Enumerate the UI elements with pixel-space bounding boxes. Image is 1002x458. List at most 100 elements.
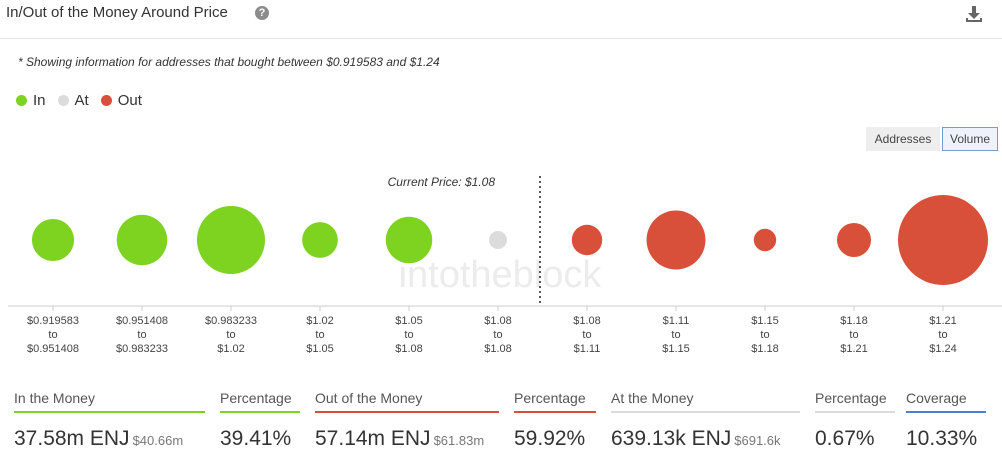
stat-0: In the Money 37.58m ENJ $40.66m (14, 388, 205, 451)
bubble-out-8[interactable] (753, 228, 777, 252)
stat-usd-value: $691.6k (734, 433, 781, 448)
stat-underline (220, 411, 300, 413)
bubble-out-9[interactable] (836, 222, 872, 258)
stat-label: At the Money (611, 390, 694, 406)
stat-main-value: 37.58m ENJ (14, 427, 130, 450)
x-tick-label-8-2: $1.18 (751, 343, 779, 355)
stat-label: Percentage (220, 390, 292, 406)
stat-value: 57.14m ENJ $61.83m (315, 427, 499, 451)
legend: In At Out (16, 92, 154, 109)
x-tick-label-5-0: $1.08 (484, 315, 512, 327)
x-tick-label-9-0: $1.18 (840, 315, 868, 327)
legend-item-in[interactable]: In (16, 92, 46, 109)
stat-main-value: 57.14m ENJ (315, 427, 431, 450)
question-circle-icon[interactable]: ? (255, 6, 269, 20)
bubble-in-0[interactable] (31, 218, 75, 262)
stat-label: Coverage (906, 390, 967, 406)
stat-value: 59.92% (514, 427, 596, 451)
x-tick-label-7-2: $1.15 (662, 343, 690, 355)
x-tick-label-0-0: $0.919583 (27, 315, 79, 327)
stat-main-value: 0.67% (815, 427, 875, 450)
watermark-text: intotheblock (399, 254, 603, 296)
chart-title: In/Out of the Money Around Price (6, 4, 228, 21)
x-tick-label-4-1: to (404, 329, 413, 341)
stat-main-value: 59.92% (514, 427, 586, 450)
stat-underline (315, 411, 499, 413)
x-tick-label-3-1: to (315, 329, 324, 341)
bubble-out-7[interactable] (646, 210, 706, 270)
x-tick-label-1-0: $0.951408 (116, 315, 168, 327)
stat-1: Percentage 39.41% (220, 388, 300, 451)
range-note: * Showing information for addresses that… (18, 55, 440, 69)
legend-label-out: Out (117, 92, 142, 109)
stat-usd-value: $61.83m (433, 433, 485, 448)
stat-main-value: 39.41% (220, 427, 292, 450)
bubble-chart: intotheblock Current Price: $1.08 $0.91958… (8, 175, 1002, 355)
stat-usd-value: $40.66m (132, 433, 184, 448)
x-tick-label-8-1: to (760, 329, 769, 341)
x-tick-label-6-0: $1.08 (573, 315, 601, 327)
x-tick-label-5-1: to (493, 329, 502, 341)
x-tick-label-5-2: $1.08 (484, 343, 512, 355)
stat-value: 0.67% (815, 427, 895, 451)
x-tick-label-9-2: $1.21 (840, 343, 868, 355)
stat-2: Out of the Money 57.14m ENJ $61.83m (315, 388, 499, 451)
stat-underline (611, 411, 800, 413)
stat-underline (514, 411, 596, 413)
stat-main-value: 639.13k ENJ (611, 427, 732, 450)
x-tick-label-0-1: to (48, 329, 57, 341)
bubble-in-2[interactable] (196, 205, 266, 275)
x-tick-label-3-2: $1.05 (306, 343, 334, 355)
x-tick-label-2-0: $0.983233 (205, 315, 257, 327)
chart-header: In/Out of the Money Around Price ? (0, 0, 1002, 39)
x-tick-label-10-1: to (938, 329, 947, 341)
legend-dot-at (57, 95, 69, 106)
x-tick-label-6-2: $1.11 (574, 343, 601, 355)
stat-label: Percentage (514, 390, 586, 406)
stat-main-value: 10.33% (906, 427, 978, 450)
legend-dot-in (16, 95, 27, 106)
x-tick-label-8-0: $1.15 (751, 315, 779, 327)
volume-toggle-button[interactable]: Volume (942, 127, 998, 151)
stat-underline (815, 411, 895, 413)
stat-value: 639.13k ENJ $691.6k (611, 427, 800, 451)
legend-item-out[interactable]: Out (100, 92, 142, 109)
stat-5: Percentage 0.67% (815, 388, 895, 451)
stat-label: Percentage (815, 390, 887, 406)
bubble-in-4[interactable] (385, 216, 433, 264)
x-tick-label-9-1: to (849, 329, 858, 341)
x-tick-label-4-2: $1.08 (395, 343, 423, 355)
bubble-in-3[interactable] (302, 222, 338, 258)
x-tick-label-4-0: $1.05 (395, 315, 423, 327)
stat-value: 10.33% (906, 427, 986, 451)
legend-item-at[interactable]: At (57, 92, 89, 109)
stat-6: Coverage 10.33% (906, 388, 986, 451)
x-tick-label-10-2: $1.24 (929, 343, 957, 355)
bubble-out-6[interactable] (571, 224, 603, 256)
stat-value: 37.58m ENJ $40.66m (14, 427, 205, 451)
addresses-toggle-button[interactable]: Addresses (866, 127, 940, 151)
summary-stats: In the Money 37.58m ENJ $40.66m Percentage 3… (0, 388, 1002, 458)
bubble-out-10[interactable] (898, 195, 988, 285)
x-tick-label-2-2: $1.02 (217, 343, 245, 355)
x-tick-label-6-1: to (582, 329, 591, 341)
current-price-label: Current Price: $1.08 (388, 175, 496, 189)
legend-label-in: In (33, 92, 46, 109)
stat-4: At the Money 639.13k ENJ $691.6k (611, 388, 800, 451)
x-tick-label-0-2: $0.951408 (27, 343, 79, 355)
stat-underline (906, 411, 986, 413)
stat-label: In the Money (14, 390, 95, 406)
x-tick-label-10-0: $1.21 (929, 315, 957, 327)
stat-value: 39.41% (220, 427, 300, 451)
legend-label-at: At (74, 92, 89, 109)
x-tick-label-1-2: $0.983233 (116, 343, 168, 355)
x-tick-label-7-0: $1.11 (663, 315, 690, 327)
download-icon[interactable] (964, 4, 984, 24)
x-tick-label-1-1: to (137, 329, 146, 341)
x-tick-label-7-1: to (671, 329, 680, 341)
bubble-in-1[interactable] (116, 214, 168, 266)
stat-underline (14, 411, 205, 413)
stat-3: Percentage 59.92% (514, 388, 596, 451)
bubble-at-5[interactable] (489, 231, 507, 249)
stat-label: Out of the Money (315, 390, 423, 406)
